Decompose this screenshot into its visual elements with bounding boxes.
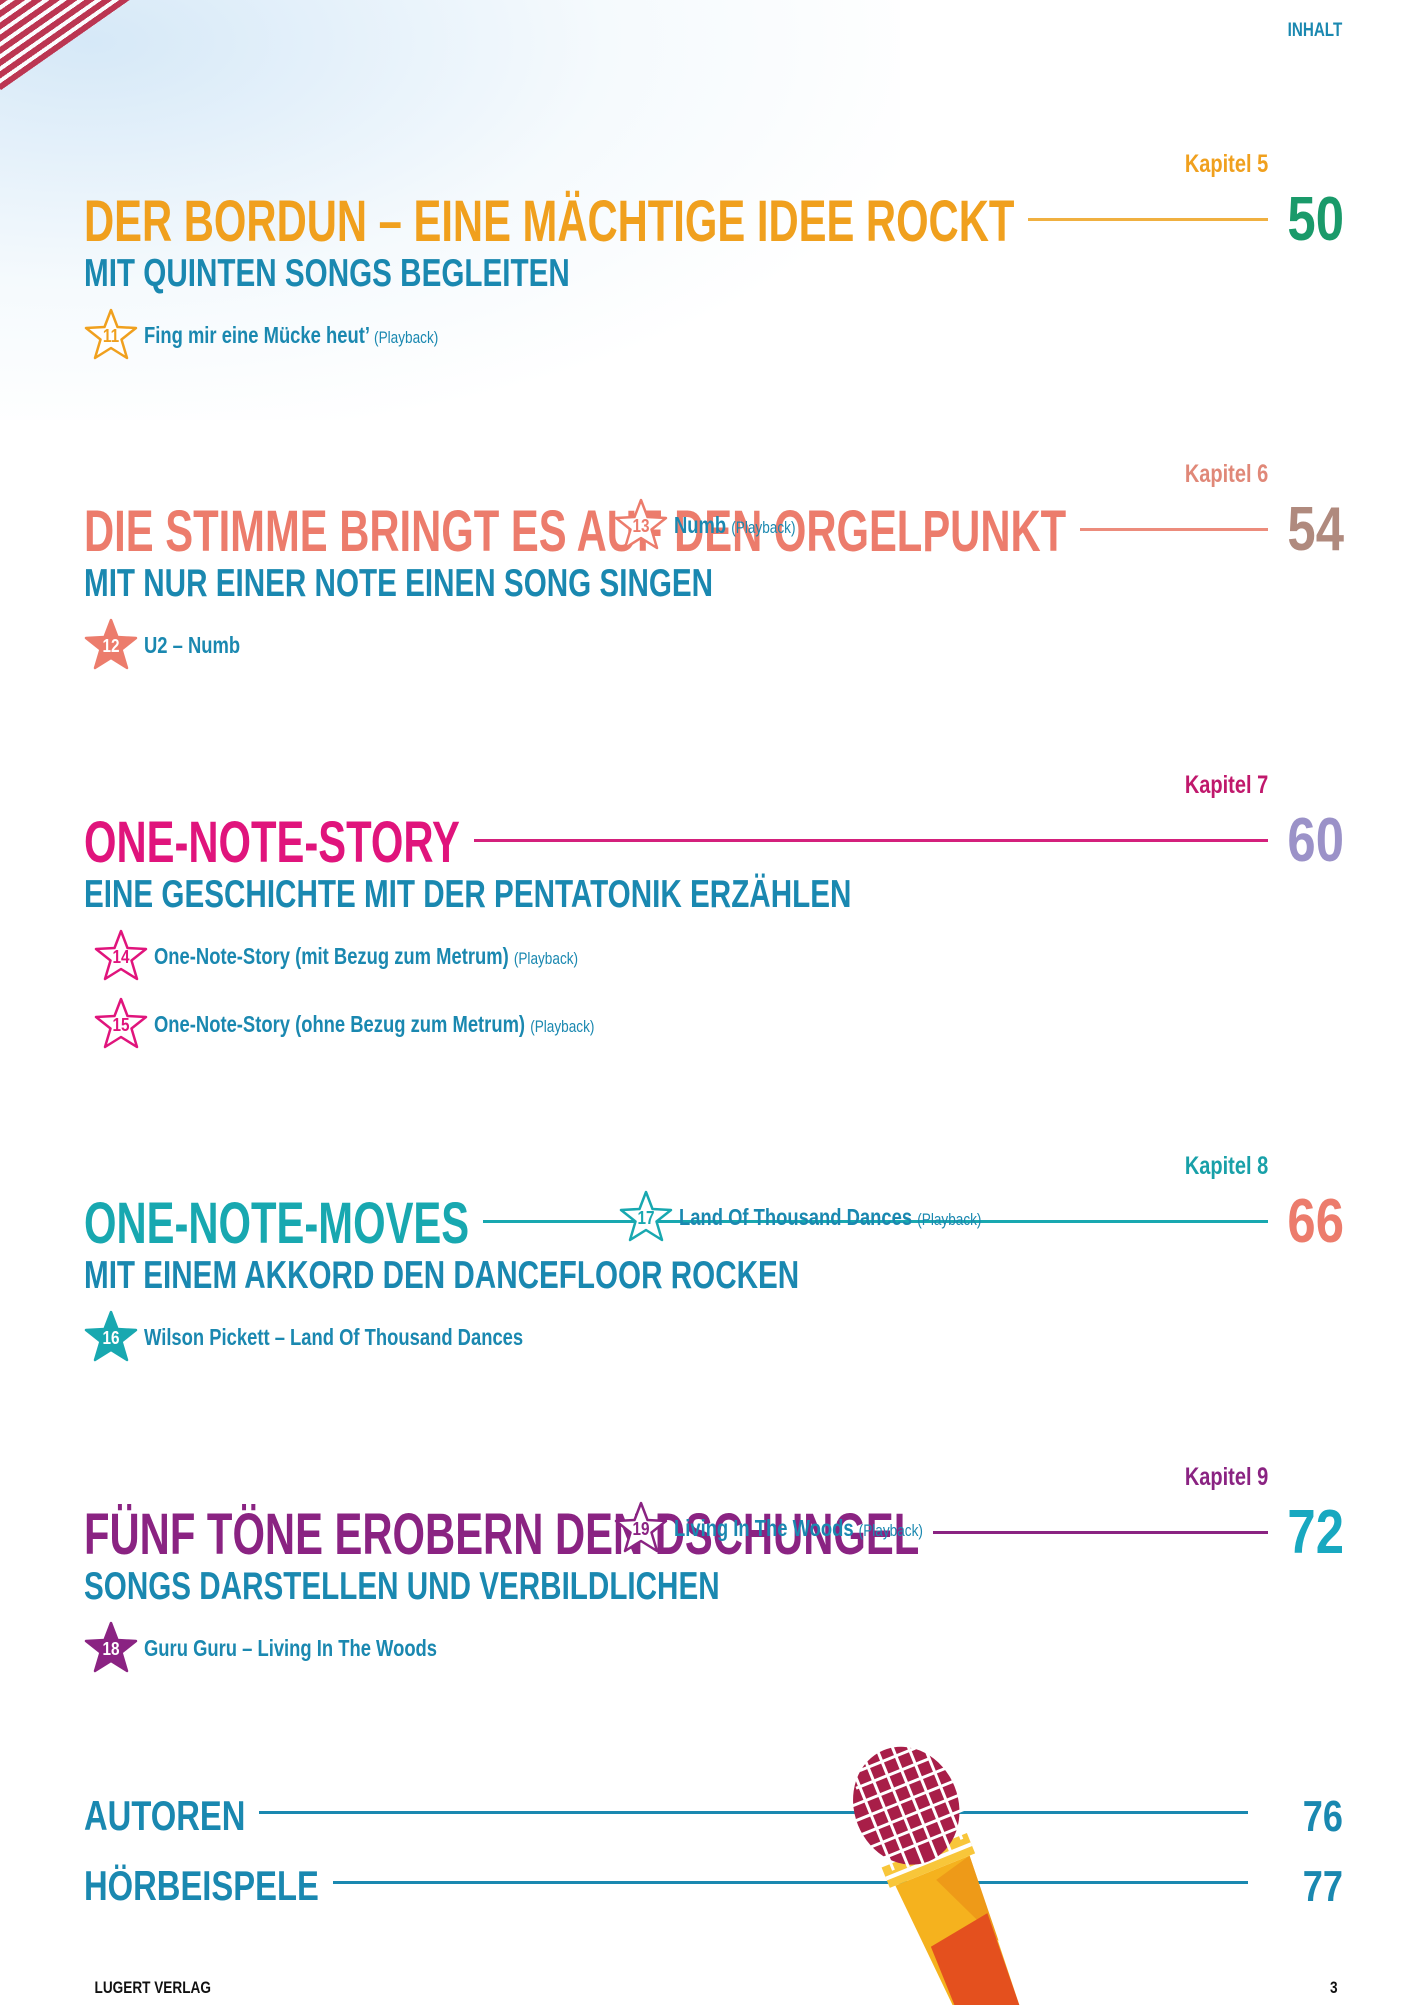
track-note: (Playback) <box>530 1016 595 1036</box>
chapter-label: Kapitel 7 <box>1184 771 1268 799</box>
page-number: 50 <box>1287 185 1344 254</box>
track-number: 19 <box>632 1519 650 1539</box>
track-note: (Playback) <box>513 948 579 968</box>
track-note: (Playback) <box>731 517 796 537</box>
appendix-hoerbeispiele[interactable]: HÖRBEISPELE <box>84 1862 319 1909</box>
star-outline-icon: 17 <box>619 1190 673 1244</box>
audio-track-item[interactable]: 16 Wilson Pickett – Land Of Thousand Dan… <box>84 1310 618 1364</box>
section-label: INHALT <box>1287 20 1342 41</box>
star-outline-icon: 13 <box>614 498 668 552</box>
chapter-label: Kapitel 8 <box>1184 1152 1268 1180</box>
track-number: 11 <box>102 326 120 346</box>
chapter-label: Kapitel 9 <box>1184 1463 1268 1491</box>
chapter-section: Kapitel 6 DIE STIMME BRINGT ES AUF DEN O… <box>84 460 1344 760</box>
chapter-title[interactable]: DIE STIMME BRINGT ES AUF DEN ORGELPUNKT <box>84 499 1067 564</box>
star-outline-icon: 19 <box>614 1501 668 1555</box>
track-title: Living In The Woods <box>674 1514 854 1541</box>
publisher: LUGERT VERLAG <box>94 1978 211 1997</box>
track-number: 15 <box>112 1015 130 1035</box>
page-number: 77 <box>1302 1862 1343 1911</box>
chapter-subtitle: MIT NUR EINER NOTE EINEN SONG SINGEN <box>84 562 714 605</box>
page-number: 60 <box>1287 806 1344 875</box>
track-number: 12 <box>102 636 120 656</box>
chapter-section: Kapitel 9 FÜNF TÖNE EROBERN DEN DSCHUNGE… <box>84 1463 1344 1763</box>
star-outline-icon: 15 <box>94 997 148 1051</box>
audio-track-item[interactable]: 17 Land Of Thousand Dances (Playback) <box>619 1190 1057 1244</box>
leader-line <box>473 839 1268 842</box>
chapter-section: Kapitel 5 DER BORDUN – EINE MÄCHTIGE IDE… <box>84 150 1344 450</box>
track-title: U2 – Numb <box>144 631 241 658</box>
chapter-section: Kapitel 8 ONE-NOTE-MOVES 66 MIT EINEM AK… <box>84 1152 1344 1452</box>
audio-track-item[interactable]: 14 One-Note-Story (mit Bezug zum Metrum)… <box>94 929 684 983</box>
track-note: (Playback) <box>858 1520 923 1540</box>
page-number: 76 <box>1302 1792 1343 1841</box>
track-title: Numb <box>674 511 727 538</box>
page-number: 66 <box>1287 1187 1344 1256</box>
audio-track-item[interactable]: 12 U2 – Numb <box>84 618 264 672</box>
background-decoration <box>0 0 900 420</box>
leader-line <box>332 1881 1248 1884</box>
audio-track-item[interactable]: 11 Fing mir eine Mücke heut’ (Playback) <box>84 308 512 362</box>
chapter-title[interactable]: DER BORDUN – EINE MÄCHTIGE IDEE ROCKT <box>84 189 1015 254</box>
track-title: One-Note-Story (ohne Bezug zum Metrum) <box>154 1010 526 1037</box>
audio-track-item[interactable]: 19 Living In The Woods (Playback) <box>614 1501 985 1555</box>
star-filled-icon: 12 <box>84 618 138 672</box>
audio-track-item[interactable]: 13 Numb (Playback) <box>614 498 826 552</box>
appendix-autoren[interactable]: AUTOREN <box>84 1792 246 1839</box>
chapter-section: Kapitel 7 ONE-NOTE-STORY 60 EINE GESCHIC… <box>84 771 1344 1071</box>
microphone-illustration <box>849 1742 1021 2005</box>
star-outline-icon: 11 <box>84 308 138 362</box>
track-number: 13 <box>632 516 650 536</box>
chapter-title[interactable]: ONE-NOTE-STORY <box>84 810 460 875</box>
track-number: 16 <box>102 1328 120 1348</box>
leader-line <box>1080 528 1268 531</box>
track-note: (Playback) <box>374 327 439 347</box>
track-title: Guru Guru – Living In The Woods <box>144 1634 438 1661</box>
track-number: 14 <box>112 947 130 967</box>
track-number: 18 <box>102 1639 120 1659</box>
page-number: 54 <box>1287 495 1344 564</box>
star-filled-icon: 18 <box>84 1621 138 1675</box>
star-filled-icon: 16 <box>84 1310 138 1364</box>
audio-track-item[interactable]: 15 One-Note-Story (ohne Bezug zum Metrum… <box>94 997 705 1051</box>
audio-track-item[interactable]: 18 Guru Guru – Living In The Woods <box>84 1621 510 1675</box>
chapter-subtitle: EINE GESCHICHTE MIT DER PENTATONIK ERZÄH… <box>84 873 852 916</box>
chapter-title[interactable]: FÜNF TÖNE EROBERN DEN DSCHUNGEL <box>84 1502 920 1567</box>
page-number-footer: 3 <box>1329 1978 1338 1997</box>
chapter-subtitle: MIT QUINTEN SONGS BEGLEITEN <box>84 252 570 295</box>
leader-line <box>483 1220 1268 1223</box>
track-title: Fing mir eine Mücke heut’ <box>144 321 369 348</box>
leader-line <box>259 1811 1248 1814</box>
chapter-label: Kapitel 5 <box>1184 150 1268 178</box>
leader-line <box>1028 218 1268 221</box>
track-title: One-Note-Story (mit Bezug zum Metrum) <box>154 942 509 969</box>
track-title: Wilson Pickett – Land Of Thousand Dances <box>144 1323 524 1350</box>
chapter-subtitle: SONGS DARSTELLEN UND VERBILDLICHEN <box>84 1565 720 1608</box>
track-number: 17 <box>637 1208 655 1228</box>
chapter-label: Kapitel 6 <box>1184 460 1268 488</box>
chapter-subtitle: MIT EINEM AKKORD DEN DANCEFLOOR ROCKEN <box>84 1254 800 1297</box>
chapter-title[interactable]: ONE-NOTE-MOVES <box>84 1191 470 1256</box>
page-number: 72 <box>1287 1498 1344 1567</box>
track-title: Land Of Thousand Dances <box>679 1203 913 1230</box>
star-outline-icon: 14 <box>94 929 148 983</box>
leader-line <box>933 1531 1268 1534</box>
track-note: (Playback) <box>917 1209 982 1229</box>
